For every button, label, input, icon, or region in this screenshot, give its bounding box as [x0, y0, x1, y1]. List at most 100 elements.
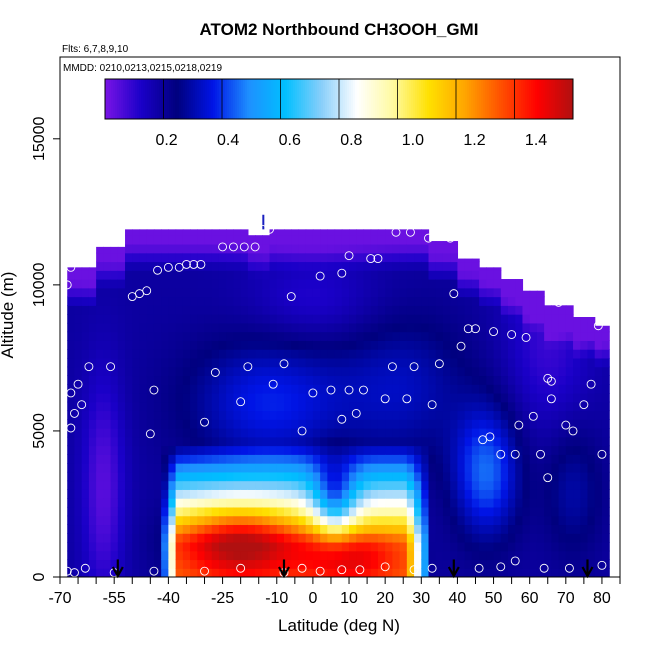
heatmap-cell: [218, 296, 227, 306]
heatmap-cell: [276, 366, 285, 377]
heatmap-cell: [327, 559, 336, 569]
heatmap-cell: [457, 296, 466, 306]
colorbar-segment: [261, 79, 264, 119]
sample-point: [153, 265, 163, 275]
heatmap-cell: [240, 375, 249, 385]
heatmap-cell: [81, 506, 90, 517]
heatmap-cell: [262, 243, 271, 254]
colorbar-segment: [285, 79, 288, 119]
heatmap-cell: [334, 401, 343, 412]
heatmap-cell: [544, 471, 552, 482]
heatmap-cell: [428, 524, 437, 534]
heatmap-cell: [204, 392, 213, 403]
heatmap-cell: [399, 489, 408, 499]
heatmap-cell: [139, 252, 148, 263]
heatmap-cell: [233, 314, 242, 324]
heatmap-cell: [573, 515, 581, 526]
heatmap-cell: [132, 357, 141, 368]
heatmap-cell: [529, 489, 538, 499]
heatmap-cell: [269, 419, 278, 429]
colorbar-segment: [321, 79, 324, 119]
heatmap-cell: [493, 428, 502, 438]
heatmap-cell: [247, 401, 256, 412]
heatmap-cell: [305, 270, 314, 280]
heatmap-cell: [580, 489, 589, 499]
colorbar-segment: [499, 79, 502, 119]
heatmap-cell: [276, 506, 285, 517]
heatmap-cell: [399, 314, 408, 324]
heatmap-cell: [341, 524, 350, 534]
heatmap-cell: [190, 445, 198, 455]
heatmap-cell: [406, 541, 415, 552]
heatmap-cell: [601, 366, 610, 377]
heatmap-cell: [161, 480, 169, 490]
heatmap-cell: [580, 410, 589, 420]
heatmap-cell: [139, 392, 148, 403]
heatmap-cell: [601, 375, 610, 385]
heatmap-cell: [276, 261, 285, 271]
colorbar-segment: [445, 79, 448, 119]
heatmap-cell: [428, 252, 437, 263]
heatmap-cell: [255, 471, 263, 482]
heatmap-cell: [479, 322, 487, 333]
heatmap-cell: [312, 349, 321, 359]
heatmap-cell: [204, 489, 213, 499]
heatmap-cell: [363, 506, 372, 517]
heatmap-cell: [457, 392, 466, 403]
heatmap-cell: [81, 541, 90, 552]
colorbar-segment: [467, 79, 470, 119]
sample-point: [62, 566, 72, 576]
heatmap-cell: [211, 305, 220, 315]
heatmap-cell: [486, 392, 495, 403]
heatmap-cell: [414, 506, 422, 517]
heatmap-cell: [464, 428, 473, 438]
heatmap-cell: [146, 480, 155, 490]
heatmap-cell: [153, 401, 162, 412]
heatmap-cell: [356, 568, 365, 577]
colorbar-segment: [219, 79, 222, 119]
heatmap-cell: [233, 296, 242, 306]
heatmap-cell: [161, 515, 169, 526]
heatmap-cell: [428, 287, 437, 298]
heatmap-cell: [312, 235, 321, 245]
heatmap-cell: [399, 480, 408, 490]
heatmap-cell: [298, 392, 307, 403]
heatmap-cell: [334, 428, 343, 438]
heatmap-cell: [421, 296, 430, 306]
heatmap-cell: [471, 305, 480, 315]
heatmap-cell: [74, 340, 83, 350]
heatmap-cell: [471, 498, 480, 508]
heatmap-cell: [341, 243, 350, 254]
heatmap-cell: [132, 279, 141, 289]
heatmap-cell: [428, 305, 437, 315]
heatmap-cell: [406, 515, 415, 526]
heatmap-cell: [356, 235, 365, 245]
heatmap-cell: [363, 515, 372, 526]
heatmap-cell: [298, 366, 307, 377]
heatmap-cell: [110, 541, 119, 552]
heatmap-cell: [406, 463, 415, 473]
heatmap-cell: [406, 489, 415, 499]
heatmap-cell: [435, 305, 444, 315]
heatmap-cell: [284, 322, 292, 333]
heatmap-cell: [218, 463, 227, 473]
heatmap-cell: [168, 533, 177, 543]
heatmap-cell: [269, 384, 278, 394]
heatmap-cell: [594, 325, 603, 333]
heatmap-cell: [132, 340, 141, 350]
heatmap-cell: [96, 246, 104, 254]
heatmap-cell: [96, 498, 104, 508]
heatmap-cell: [269, 357, 278, 368]
heatmap-cell: [168, 243, 177, 254]
heatmap-cell: [349, 243, 357, 254]
heatmap-cell: [168, 436, 177, 447]
heatmap-cell: [529, 340, 538, 350]
heatmap-cell: [139, 568, 148, 577]
heatmap-cell: [522, 366, 531, 377]
heatmap-cell: [269, 314, 278, 324]
heatmap-cell: [168, 235, 177, 245]
heatmap-cell: [486, 454, 495, 464]
heatmap-cell: [88, 340, 97, 350]
heatmap-cell: [457, 524, 466, 534]
heatmap-cell: [363, 550, 372, 561]
